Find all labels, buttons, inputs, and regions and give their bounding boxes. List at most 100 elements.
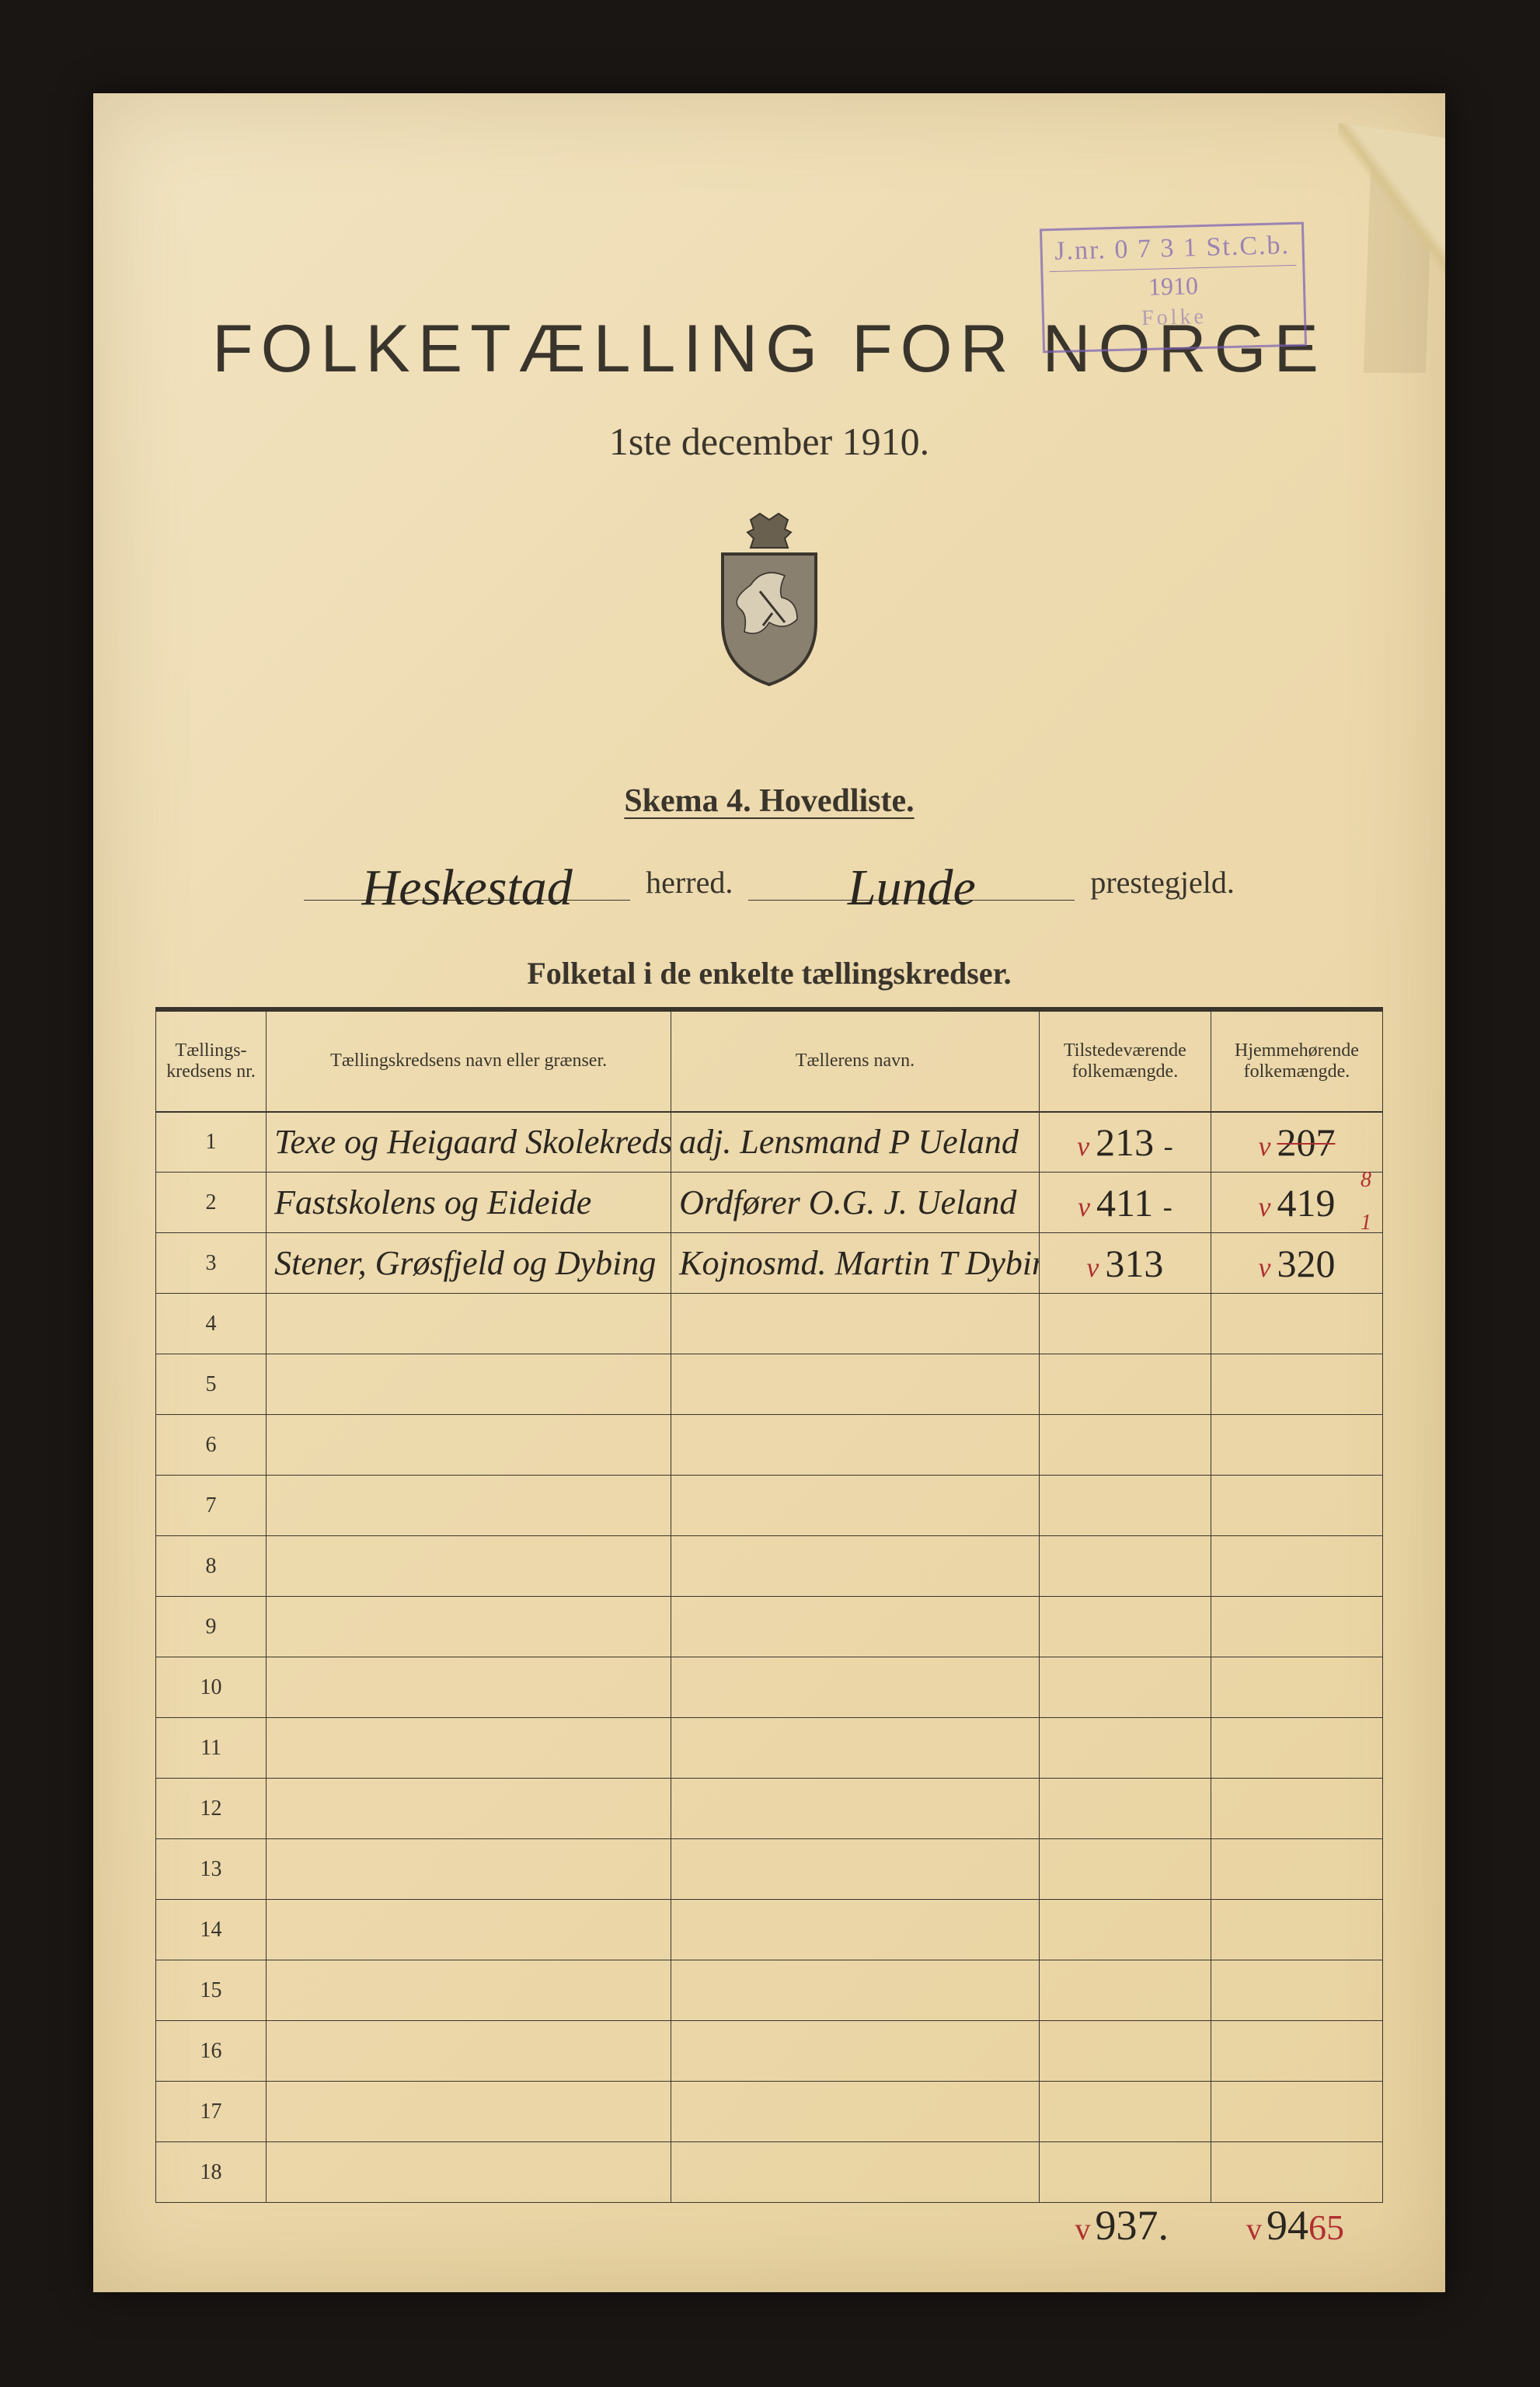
- cell-nr: 16: [156, 2021, 267, 2082]
- cell-counter-name: [671, 1294, 1040, 1354]
- cell-district-name: [267, 1900, 671, 1960]
- cell-counter-name: [671, 1779, 1040, 1839]
- cell-district-name: [267, 1597, 671, 1657]
- cell-present-count: [1039, 1960, 1211, 2021]
- cell-district-name: [267, 1718, 671, 1779]
- cell-home-count: [1211, 1779, 1382, 1839]
- cell-home-count: v207: [1211, 1112, 1382, 1173]
- census-table-body: 1Texe og Heigaard Skolekredsadj. Lensman…: [156, 1112, 1383, 2203]
- cell-counter-name: [671, 2082, 1040, 2142]
- cell-nr: 12: [156, 1779, 267, 1839]
- cell-home-count: [1211, 1415, 1382, 1476]
- cell-nr: 18: [156, 2142, 267, 2203]
- prestegjeld-value: Lunde: [848, 859, 976, 916]
- cell-district-name: [267, 1960, 671, 2021]
- table-row: 4: [156, 1294, 1383, 1354]
- table-row: 2Fastskolens og EideideOrdfører O.G. J. …: [156, 1173, 1383, 1233]
- cell-district-name: [267, 1294, 671, 1354]
- cell-nr: 13: [156, 1839, 267, 1900]
- cell-home-count: [1211, 2082, 1382, 2142]
- table-caption: Folketal i de enkelte tællingskredser.: [155, 955, 1383, 991]
- stamp-journal-number: J.nr. 0 7 3 1 St.C.b.: [1048, 231, 1296, 267]
- cell-present-count: [1039, 1476, 1211, 1536]
- table-row: 13: [156, 1839, 1383, 1900]
- cell-present-count: v213 -: [1039, 1112, 1211, 1173]
- cell-present-count: [1039, 1294, 1211, 1354]
- total-present: v937.: [1075, 2201, 1169, 2249]
- cell-counter-name: [671, 1839, 1040, 1900]
- cell-district-name: [267, 1415, 671, 1476]
- document-date: 1ste december 1910.: [155, 419, 1383, 464]
- cell-district-name: [267, 1839, 671, 1900]
- form-label: Skema 4. Hovedliste.: [155, 782, 1383, 820]
- table-row: 18: [156, 2142, 1383, 2203]
- cell-nr: 3: [156, 1233, 267, 1294]
- cell-district-name: [267, 1657, 671, 1718]
- cell-home-count: [1211, 1839, 1382, 1900]
- cell-present-count: [1039, 1657, 1211, 1718]
- cell-district-name: Fastskolens og Eideide: [267, 1173, 671, 1233]
- column-header-present: Tilstedeværende folkemængde.: [1039, 1011, 1211, 1112]
- herred-label: herred.: [646, 864, 733, 901]
- cell-present-count: v411 -: [1039, 1173, 1211, 1233]
- cell-present-count: [1039, 2082, 1211, 2142]
- cell-home-count: [1211, 1960, 1382, 2021]
- cell-present-count: [1039, 1597, 1211, 1657]
- cell-present-count: [1039, 2142, 1211, 2203]
- cell-present-count: [1039, 1718, 1211, 1779]
- cell-counter-name: [671, 1718, 1040, 1779]
- cell-home-count: [1211, 1718, 1382, 1779]
- cell-district-name: [267, 2082, 671, 2142]
- cell-district-name: [267, 2021, 671, 2082]
- cell-home-count: [1211, 1476, 1382, 1536]
- table-row: 8: [156, 1536, 1383, 1597]
- cell-district-name: [267, 1354, 671, 1415]
- cell-counter-name: [671, 2021, 1040, 2082]
- cell-district-name: [267, 1536, 671, 1597]
- cell-present-count: [1039, 1354, 1211, 1415]
- cell-counter-name: [671, 1900, 1040, 1960]
- cell-nr: 7: [156, 1476, 267, 1536]
- table-row: 17: [156, 2082, 1383, 2142]
- cell-home-count: [1211, 1294, 1382, 1354]
- totals-row: v937. v9465: [1075, 2201, 1345, 2249]
- cell-present-count: [1039, 1536, 1211, 1597]
- cell-counter-name: [671, 1354, 1040, 1415]
- table-row: 11: [156, 1718, 1383, 1779]
- cell-home-count: [1211, 2142, 1382, 2203]
- cell-counter-name: Kojnosmd. Martin T Dybing: [671, 1233, 1040, 1294]
- stamp-year: 1910: [1049, 265, 1297, 304]
- cell-nr: 15: [156, 1960, 267, 2021]
- cell-home-count: [1211, 1354, 1382, 1415]
- cell-nr: 6: [156, 1415, 267, 1476]
- cell-district-name: Texe og Heigaard Skolekreds: [267, 1112, 671, 1173]
- cell-present-count: [1039, 2021, 1211, 2082]
- cell-home-count: [1211, 1657, 1382, 1718]
- cell-nr: 8: [156, 1536, 267, 1597]
- table-row: 14: [156, 1900, 1383, 1960]
- cell-home-count: [1211, 2021, 1382, 2082]
- cell-counter-name: [671, 1476, 1040, 1536]
- cell-counter-name: [671, 2142, 1040, 2203]
- total-home: v9465: [1246, 2201, 1344, 2249]
- cell-nr: 14: [156, 1900, 267, 1960]
- cell-district-name: [267, 1476, 671, 1536]
- cell-nr: 2: [156, 1173, 267, 1233]
- column-header-nr: Tællings- kredsens nr.: [156, 1011, 267, 1112]
- cell-counter-name: Ordfører O.G. J. Ueland: [671, 1173, 1040, 1233]
- column-header-name: Tællingskredsens navn eller grænser.: [267, 1011, 671, 1112]
- cell-counter-name: [671, 1657, 1040, 1718]
- table-row: 1Texe og Heigaard Skolekredsadj. Lensman…: [156, 1112, 1383, 1173]
- cell-counter-name: adj. Lensmand P Ueland: [671, 1112, 1040, 1173]
- cell-counter-name: [671, 1597, 1040, 1657]
- herred-value: Heskestad: [362, 859, 573, 916]
- census-table: Tællings- kredsens nr. Tællingskredsens …: [155, 1009, 1383, 2203]
- table-row: 9: [156, 1597, 1383, 1657]
- cell-district-name: [267, 2142, 671, 2203]
- cell-nr: 1: [156, 1112, 267, 1173]
- column-header-home: Hjemmehørende folkemængde.: [1211, 1011, 1382, 1112]
- cell-counter-name: [671, 1960, 1040, 2021]
- cell-district-name: [267, 1779, 671, 1839]
- stamp-category: Folke: [1050, 302, 1298, 333]
- table-row: 15: [156, 1960, 1383, 2021]
